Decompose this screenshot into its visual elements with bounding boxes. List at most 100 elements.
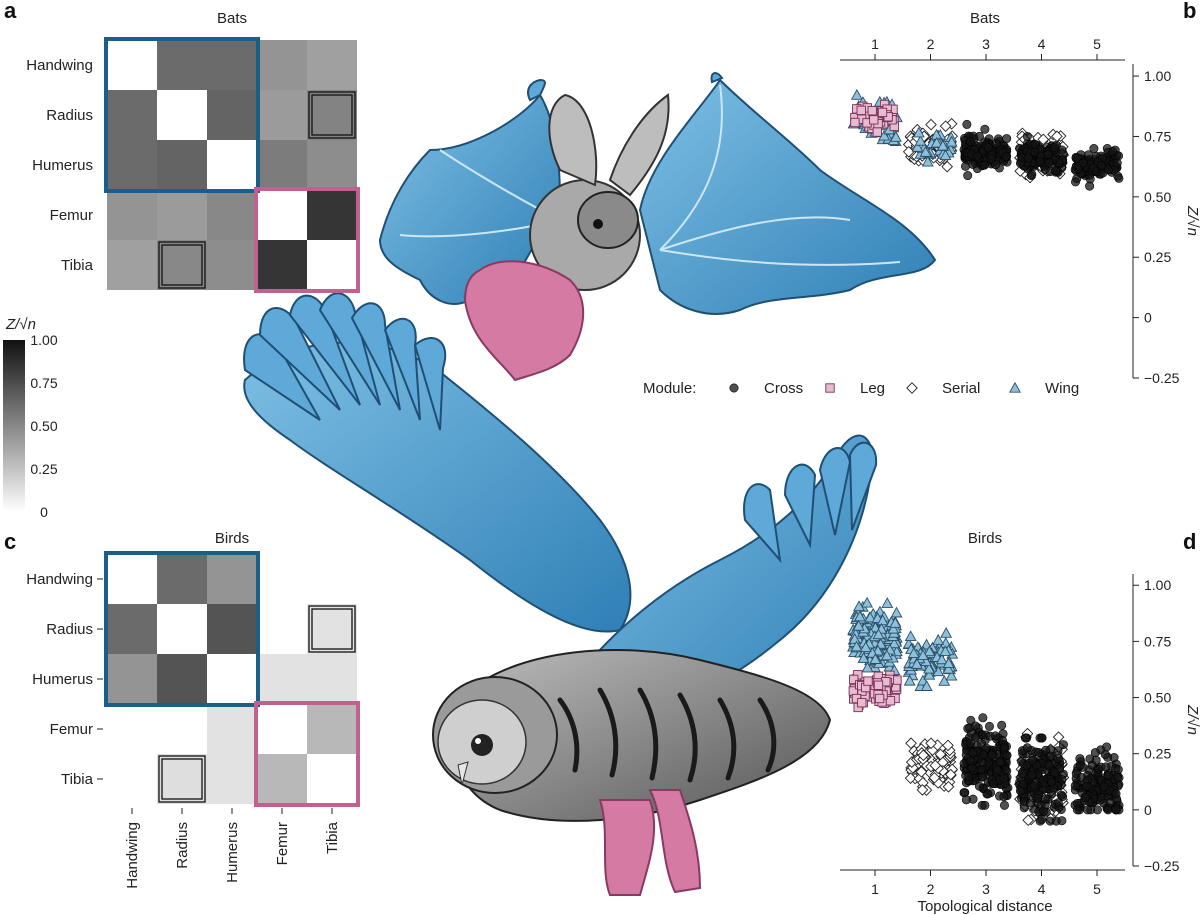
point-wing [932, 633, 945, 645]
point-cross [1019, 803, 1029, 813]
point-cross [1089, 144, 1099, 154]
point-wing [864, 611, 877, 623]
point-cross [1070, 781, 1080, 791]
point-cross [976, 765, 986, 775]
point-cross [1111, 789, 1121, 799]
owl-eye-highlight [475, 738, 481, 744]
point-wing [889, 130, 902, 142]
serial-outline [158, 241, 206, 289]
point-cross [1099, 782, 1109, 792]
point-wing [935, 653, 948, 665]
heatmap-cell [307, 240, 357, 290]
heatmap-cell [207, 604, 257, 654]
point-leg [850, 117, 860, 128]
point-cross [968, 159, 978, 169]
point-serial [944, 768, 957, 781]
point-cross [1057, 145, 1067, 155]
point-cross [980, 800, 990, 810]
bat-ear [548, 93, 598, 187]
point-cross [961, 795, 971, 805]
point-cross [1017, 769, 1027, 779]
point-wing [852, 619, 865, 631]
point-cross [1047, 777, 1057, 787]
point-serial [915, 766, 928, 778]
point-wing [923, 662, 936, 674]
heatmap-cell [157, 140, 207, 190]
heatmap-cell [257, 40, 307, 90]
colorbar: Z/√n 1.00 0.75 0.50 0.25 0 [3, 316, 58, 520]
point-serial [939, 120, 952, 133]
point-cross [1085, 181, 1095, 191]
point-cross [1037, 733, 1047, 743]
point-cross [1053, 798, 1063, 808]
point-wing [887, 622, 900, 634]
y-tick-label: −0.25 [1144, 858, 1180, 874]
point-wing [945, 135, 958, 147]
point-wing [904, 630, 917, 642]
y-tick-label: 0 [1144, 310, 1152, 326]
point-cross [1102, 742, 1112, 752]
point-cross [990, 731, 1000, 741]
bat-eye [593, 219, 603, 229]
point-wing [942, 662, 955, 674]
point-cross [1023, 153, 1033, 163]
row-label: Handwing [26, 57, 93, 74]
bat-leg [463, 260, 585, 382]
point-cross [1100, 750, 1110, 760]
panel-d-title: Birds [968, 530, 1002, 547]
point-cross [1044, 158, 1054, 168]
module-box-leg [254, 187, 360, 293]
owl-leg [648, 789, 702, 894]
point-wing [910, 658, 923, 669]
heatmap-cell [157, 554, 207, 604]
bat-left-wing-tip [527, 78, 546, 102]
bat-head [577, 191, 639, 249]
scatter-bats: 1.00 0.75 0.50 0.25 0 −0.25 Z/√n 1 2 3 4 5 [840, 36, 1200, 386]
point-cross [1105, 798, 1115, 808]
heatmap-cell [257, 604, 307, 654]
point-wing [920, 680, 933, 691]
heatmap-cell [207, 40, 257, 90]
point-leg [885, 696, 896, 706]
point-wing [853, 600, 865, 612]
heatmap-cell [257, 704, 307, 754]
heatmap-cell [257, 140, 307, 190]
point-wing [923, 645, 936, 657]
point-wing [850, 640, 863, 652]
heatmap-cell [307, 754, 357, 804]
heatmap-cell [157, 90, 207, 140]
point-wing [919, 146, 932, 157]
x-tick-label: 4 [1038, 881, 1046, 897]
colorbar-gradient [3, 340, 25, 512]
point-cross [963, 171, 973, 181]
point-leg [877, 107, 888, 118]
owl-body [452, 649, 832, 822]
point-wing [880, 649, 893, 661]
owl-left-feathers [243, 292, 447, 431]
point-cross [1022, 743, 1032, 753]
point-serial [941, 160, 954, 173]
heatmap-cell [157, 240, 207, 290]
x-tick-label: 5 [1093, 36, 1101, 52]
point-wing [857, 652, 870, 663]
heatmap-cell [107, 240, 157, 290]
panel-c-title: Birds [215, 530, 249, 547]
point-cross [995, 757, 1005, 767]
y-tick-label: 0.75 [1144, 633, 1171, 649]
point-cross [1049, 143, 1059, 153]
owl-leg [598, 799, 656, 896]
point-serial [928, 771, 941, 784]
heatmap-cell [157, 40, 207, 90]
colorbar-label: Z/√n [5, 316, 36, 333]
point-cross [1041, 745, 1051, 755]
point-cross [983, 143, 993, 153]
point-serial [925, 118, 937, 131]
point-leg [825, 383, 835, 393]
heatmap-cell [207, 554, 257, 604]
heatmap-cell [107, 40, 157, 90]
heatmap-cell [207, 754, 257, 804]
colorbar-tick-label: 1.00 [30, 332, 57, 348]
module-box-wing [104, 37, 260, 193]
serial-outline [161, 758, 203, 800]
point-wing [881, 597, 894, 608]
